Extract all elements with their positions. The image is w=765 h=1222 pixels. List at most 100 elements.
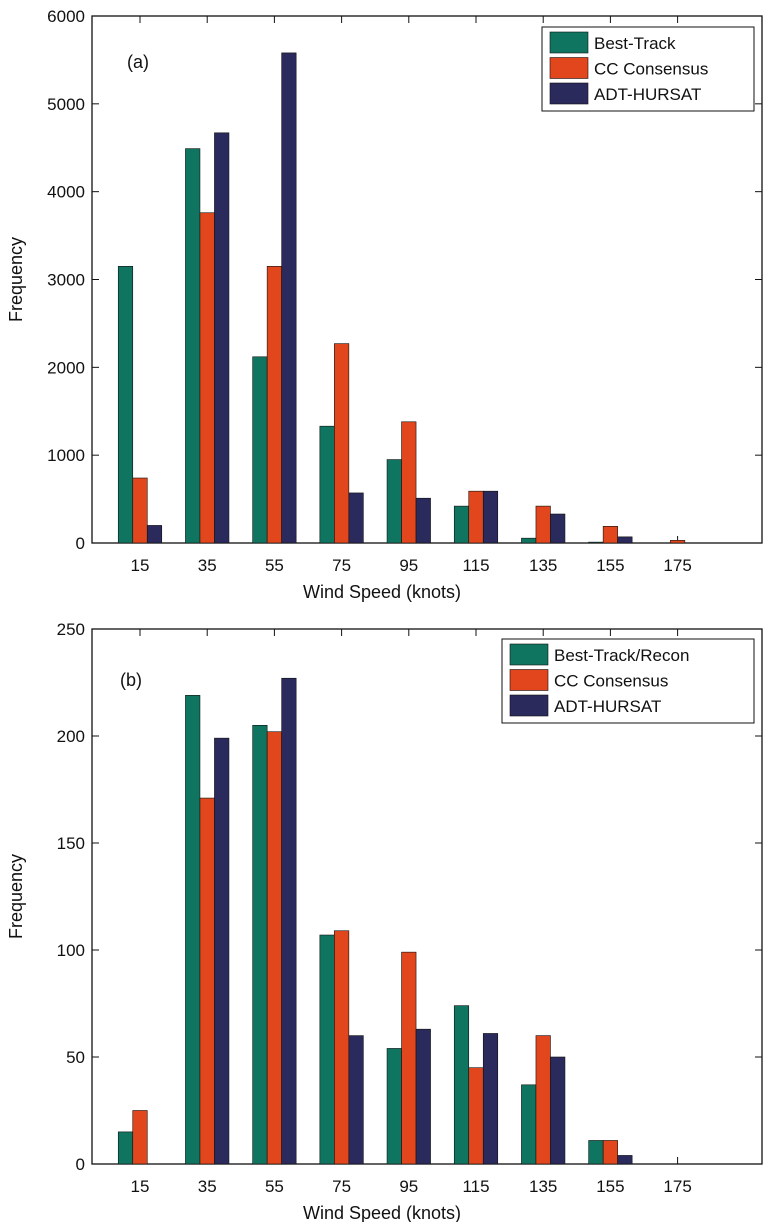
y-tick-label: 250 xyxy=(57,620,85,639)
bar-adt-hursat xyxy=(415,497,431,544)
legend-label: Best-Track xyxy=(594,34,676,53)
bar-best-track xyxy=(588,541,604,544)
x-tick-label: 155 xyxy=(596,1177,624,1196)
bar-adt-hursat xyxy=(214,132,230,544)
bar-best-track xyxy=(588,1140,604,1165)
y-tick-label: 6000 xyxy=(47,7,85,26)
bar-best-track xyxy=(521,1084,537,1165)
panel-label: (b) xyxy=(120,670,142,690)
legend-label: CC Consensus xyxy=(554,672,668,691)
bar-adt-hursat xyxy=(550,1056,566,1165)
x-axis-label: Wind Speed (knots) xyxy=(303,582,461,602)
y-tick-label: 150 xyxy=(57,834,85,853)
bar-cc-consensus xyxy=(401,951,417,1165)
panel-label: (a) xyxy=(127,52,149,72)
y-axis-label: Frequency xyxy=(6,854,26,939)
y-tick-label: 50 xyxy=(66,1048,85,1067)
bar-cc-consensus xyxy=(535,1035,551,1165)
bar-adt-hursat xyxy=(415,1028,431,1165)
y-tick-label: 0 xyxy=(76,534,85,553)
y-tick-label: 200 xyxy=(57,727,85,746)
legend-swatch xyxy=(549,82,589,105)
y-tick-label: 2000 xyxy=(47,358,85,377)
bar-adt-hursat xyxy=(348,492,364,544)
legend-label: Best-Track/Recon xyxy=(554,646,689,665)
bar-best-track xyxy=(453,505,470,544)
bar-adt-hursat xyxy=(146,525,163,544)
y-tick-label: 100 xyxy=(57,941,85,960)
y-tick-label: 4000 xyxy=(47,183,85,202)
bar-best-track xyxy=(386,459,402,544)
bar-best-track xyxy=(319,425,335,544)
bar-cc-consensus xyxy=(334,343,350,544)
panel-b: 0 50 100 150 200 250 15 35 55 75 95 115 135 155 175 Win… xyxy=(6,620,763,1222)
bar-adt-hursat xyxy=(482,490,499,544)
panel-a: 0 1000 2000 3000 4000 5000 6000 15 35 55 75 95 115 13… xyxy=(6,7,763,602)
x-tick-label: 115 xyxy=(462,556,489,575)
y-tick-label: 5000 xyxy=(47,95,85,114)
bar-cc-consensus xyxy=(199,797,215,1165)
bar-adt-hursat xyxy=(348,1035,364,1165)
bar-cc-consensus xyxy=(401,421,417,544)
x-tick-label: 175 xyxy=(663,1177,691,1196)
legend-swatch xyxy=(509,669,549,691)
bar-cc-consensus xyxy=(468,490,484,544)
x-tick-label: 15 xyxy=(131,1177,150,1196)
x-tick-label: 35 xyxy=(198,556,217,575)
x-tick-label: 75 xyxy=(332,1177,351,1196)
bar-adt-hursat xyxy=(281,677,297,1165)
bar-best-track xyxy=(252,356,268,544)
bar-best-track xyxy=(319,934,335,1165)
legend-swatch xyxy=(549,31,589,54)
legend-label: ADT-HURSAT xyxy=(594,85,701,104)
x-tick-label: 75 xyxy=(332,556,351,575)
x-tick-label: 55 xyxy=(265,556,284,575)
legend-label: ADT-HURSAT xyxy=(554,697,661,716)
bar-best-track xyxy=(185,148,201,544)
x-tick-label: 15 xyxy=(131,556,150,575)
bar-cc-consensus xyxy=(199,212,215,544)
bar-cc-consensus xyxy=(266,731,282,1165)
x-tick-label: 115 xyxy=(462,1177,489,1196)
x-tick-label: 175 xyxy=(663,556,691,575)
bar-best-track xyxy=(453,1005,470,1165)
bar-adt-hursat xyxy=(482,1033,499,1165)
bar-cc-consensus xyxy=(132,477,148,544)
bar-cc-consensus xyxy=(132,1110,148,1165)
bar-adt-hursat xyxy=(617,1155,633,1165)
x-tick-label: 95 xyxy=(399,556,418,575)
bar-cc-consensus xyxy=(670,540,686,544)
y-tick-label: 3000 xyxy=(47,271,85,290)
bar-cc-consensus xyxy=(468,1067,484,1165)
bar-best-track xyxy=(521,537,537,544)
bar-best-track xyxy=(252,724,268,1165)
y-axis-label: Frequency xyxy=(6,237,26,322)
x-tick-label: 95 xyxy=(399,1177,418,1196)
x-tick-label: 135 xyxy=(529,556,557,575)
bar-best-track xyxy=(117,266,134,544)
bar-best-track xyxy=(386,1048,402,1165)
x-tick-label: 135 xyxy=(529,1177,557,1196)
legend: Best-Track/Recon CC Consensus ADT-HURSAT xyxy=(501,638,755,724)
legend-swatch xyxy=(509,643,549,666)
bar-adt-hursat xyxy=(550,513,566,544)
legend-label: CC Consensus xyxy=(594,60,708,79)
x-tick-label: 55 xyxy=(265,1177,284,1196)
legend-swatch xyxy=(509,694,549,717)
x-axis-label: Wind Speed (knots) xyxy=(303,1203,461,1222)
legend: Best-Track CC Consensus ADT-HURSAT xyxy=(541,26,755,112)
bar-adt-hursat xyxy=(281,52,297,544)
bar-cc-consensus xyxy=(535,505,551,544)
x-tick-label: 35 xyxy=(198,1177,217,1196)
bar-adt-hursat xyxy=(214,737,230,1165)
x-tick-label: 155 xyxy=(596,556,624,575)
bar-cc-consensus xyxy=(334,930,350,1165)
y-tick-label: 1000 xyxy=(47,446,85,465)
bar-cc-consensus xyxy=(602,526,618,544)
bar-cc-consensus xyxy=(602,1140,618,1165)
bar-best-track xyxy=(117,1131,134,1165)
y-tick-label: 0 xyxy=(76,1155,85,1174)
bar-adt-hursat xyxy=(617,536,633,544)
legend-swatch xyxy=(549,57,589,79)
